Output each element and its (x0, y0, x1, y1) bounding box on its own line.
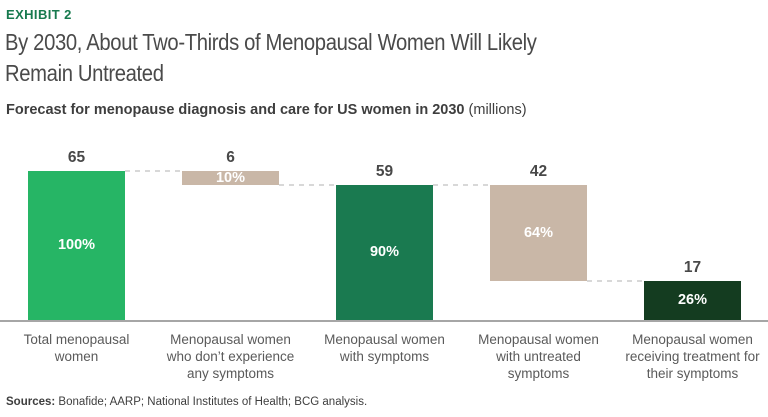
bar-category-label: Total menopausal women (23, 332, 130, 364)
bar-value-label: 17 (683, 259, 702, 277)
bar-category-label: Menopausal women who don’t experience any … (166, 332, 295, 381)
chart-subtitle-text: Forecast for menopause diagnosis and car… (6, 102, 465, 118)
exhibit-label: EXHIBIT 2 (6, 7, 72, 22)
bar-category-label: Menopausal women with symptoms (324, 332, 445, 364)
waterfall-bar: 10% (182, 171, 279, 185)
page-title-line-1: By 2030, About Two-Thirds of Menopausal … (5, 29, 537, 55)
bar-percent-label: 90% (369, 244, 400, 261)
x-axis-line (0, 320, 768, 322)
bar-category-label: Menopausal women receiving treatment for t… (625, 332, 760, 381)
bar-value-label: 42 (529, 162, 548, 180)
waterfall-chart: 100% 65 Total menopausal women 10% 6 Menopausa… (0, 140, 768, 395)
chart-subtitle: Forecast for menopause diagnosis and car… (6, 102, 527, 118)
waterfall-bar: 100% (28, 171, 125, 320)
sources-label: Sources: (6, 396, 56, 408)
bar-value-label: 6 (226, 149, 235, 166)
page-title: By 2030, About Two-Thirds of Menopausal … (5, 27, 537, 89)
chart-subtitle-unit: (millions) (468, 102, 527, 118)
bar-percent-label: 10% (215, 169, 246, 186)
bar-category-label: Menopausal women with untreated symptoms (478, 332, 599, 381)
waterfall-bar: 26% (644, 281, 741, 320)
bar-value-label: 59 (375, 162, 394, 180)
sources-text: Bonafide; AARP; National Institutes of H… (55, 396, 368, 408)
page-title-line-2: Remain Untreated (5, 60, 164, 86)
bar-percent-label: 26% (677, 292, 708, 309)
waterfall-connector-line (279, 183, 336, 186)
waterfall-connector-line (433, 183, 490, 186)
sources-note: Sources: Bonafide; AARP; National Instit… (6, 396, 367, 408)
waterfall-bar: 90% (336, 184, 433, 320)
waterfall-connector-line (587, 280, 644, 283)
bar-percent-label: 100% (57, 237, 96, 254)
bar-percent-label: 64% (523, 224, 554, 241)
waterfall-bar: 64% (490, 184, 587, 282)
waterfall-connector-line (125, 170, 182, 172)
bar-value-label: 65 (67, 149, 86, 166)
